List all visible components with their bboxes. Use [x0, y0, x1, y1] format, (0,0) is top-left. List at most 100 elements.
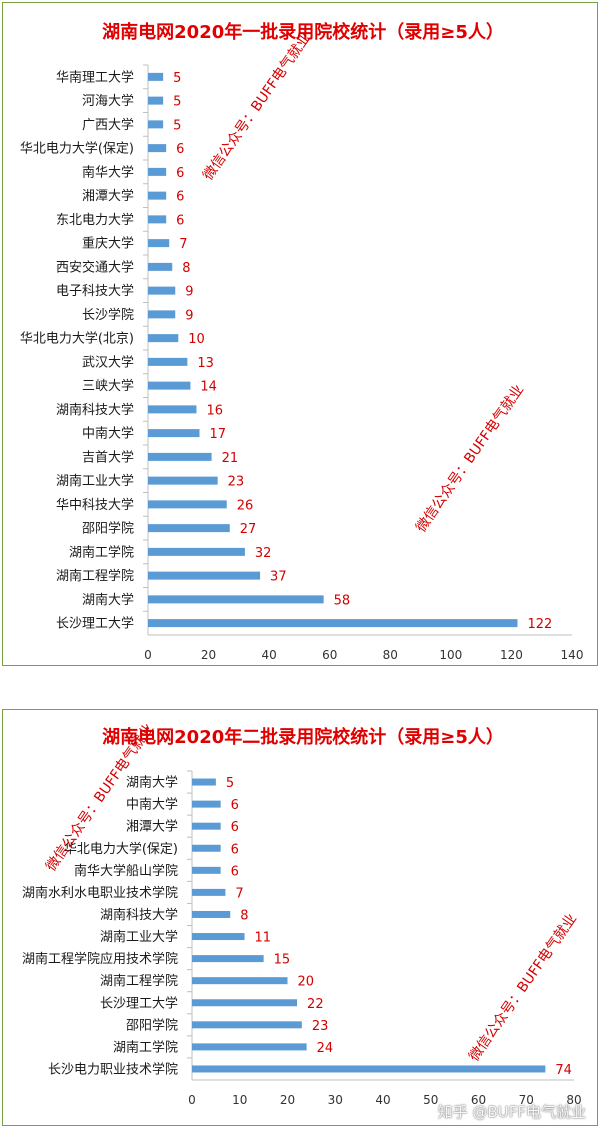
category-label: 华中科技大学: [56, 497, 134, 513]
bar: [148, 72, 164, 81]
category-label: 长沙理工大学: [100, 995, 178, 1011]
category-label: 武汉大学: [82, 354, 134, 370]
x-tick-label: 60: [322, 648, 337, 662]
watermark-text: 微信公众号：BUFF电气就业: [200, 30, 314, 183]
data-label: 6: [231, 798, 239, 813]
category-label: 湖南工学院: [69, 544, 134, 560]
category-label: 长沙学院: [82, 307, 134, 323]
data-label: 6: [231, 820, 239, 835]
data-label: 74: [555, 1063, 572, 1078]
x-tick-label: 30: [328, 1093, 343, 1107]
data-label: 17: [209, 427, 226, 442]
bar: [148, 144, 167, 153]
category-label: 华北电力大学(保定): [64, 841, 178, 857]
bar: [192, 1043, 307, 1051]
category-label: 西安交通大学: [56, 259, 134, 275]
category-label: 中南大学: [82, 426, 134, 442]
x-tick-label: 60: [471, 1093, 486, 1107]
bar: [192, 800, 221, 808]
x-tick-label: 120: [500, 648, 523, 662]
data-label: 16: [206, 403, 223, 418]
bar: [192, 866, 221, 874]
category-label: 三峡大学: [82, 378, 134, 394]
category-label: 邵阳学院: [126, 1017, 178, 1033]
x-tick-label: 0: [144, 648, 152, 662]
bar: [192, 888, 226, 896]
bar: [148, 595, 324, 604]
data-label: 21: [222, 451, 239, 466]
bar: [148, 524, 230, 533]
category-label: 南华大学船山学院: [74, 863, 178, 879]
category-label: 河海大学: [82, 93, 134, 109]
data-label: 14: [200, 380, 217, 395]
bar: [148, 215, 167, 224]
data-label: 23: [228, 475, 245, 490]
bar: [192, 999, 298, 1007]
data-label: 6: [176, 142, 184, 157]
data-label: 58: [334, 593, 351, 608]
bar: [148, 619, 518, 628]
bar: [148, 571, 261, 580]
bar: [148, 452, 212, 461]
data-label: 7: [179, 237, 187, 252]
data-label: 23: [312, 1019, 329, 1034]
x-tick-label: 100: [439, 648, 462, 662]
category-label: 湖南大学: [126, 775, 178, 791]
data-label: 20: [298, 975, 315, 990]
data-label: 5: [173, 118, 181, 133]
x-tick-label: 0: [188, 1093, 196, 1107]
data-label: 5: [173, 71, 181, 86]
data-label: 7: [235, 886, 243, 901]
chart-panel-batch-1: 湖南电网2020年一批录用院校统计（录用≥5人） 华南理工大学 5 河海大学 5 广西大学…: [2, 2, 598, 666]
x-tick-label: 80: [566, 1093, 581, 1107]
category-label: 广西大学: [82, 117, 134, 133]
x-tick-label: 140: [561, 648, 584, 662]
bar: [148, 500, 227, 509]
x-tick-label: 70: [519, 1093, 534, 1107]
data-label: 32: [255, 546, 272, 561]
data-label: 8: [182, 261, 190, 276]
category-label: 中南大学: [126, 797, 178, 813]
x-tick-label: 20: [201, 648, 216, 662]
watermark-text: 微信公众号：BUFF电气就业: [413, 382, 527, 535]
data-label: 9: [185, 285, 193, 300]
bar: [148, 96, 164, 105]
data-label: 13: [197, 356, 214, 371]
category-label: 湘潭大学: [82, 188, 134, 204]
category-label: 华北电力大学(北京): [20, 331, 134, 347]
category-label: 湖南工业大学: [56, 473, 134, 489]
bar: [148, 191, 167, 200]
bar: [148, 405, 197, 414]
bar: [148, 547, 245, 556]
bar: [148, 310, 176, 319]
category-label: 湖南科技大学: [56, 402, 134, 418]
category-label: 东北电力大学: [56, 212, 134, 228]
category-label: 湘潭大学: [126, 819, 178, 835]
bar: [192, 822, 221, 830]
data-label: 5: [173, 95, 181, 110]
x-tick-label: 80: [383, 648, 398, 662]
data-label: 6: [231, 842, 239, 857]
data-label: 6: [176, 190, 184, 205]
bar: [192, 933, 245, 941]
category-label: 湖南科技大学: [100, 907, 178, 923]
data-label: 9: [185, 308, 193, 323]
watermark-text: 微信公众号：BUFF电气就业: [466, 911, 580, 1064]
bar: [192, 844, 221, 852]
data-label: 37: [270, 570, 287, 585]
chart-panel-batch-2: 湖南电网2020年二批录用院校统计（录用≥5人） 湖南大学 5 中南大学 6 湘潭大学 6 华…: [2, 709, 598, 1126]
category-label: 邵阳学院: [82, 521, 134, 537]
chart-title: 湖南电网2020年一批录用院校统计（录用≥5人）: [102, 21, 504, 43]
bar: [148, 239, 170, 248]
data-label: 6: [176, 213, 184, 228]
footer-watermark: 知乎 @BUFF电气就业: [437, 1103, 586, 1121]
category-label: 华南理工大学: [56, 69, 134, 85]
bar: [148, 476, 218, 485]
chart-batch-1: 湖南电网2020年一批录用院校统计（录用≥5人） 华南理工大学 5 河海大学 5 广西大学…: [20, 21, 584, 662]
data-label: 27: [240, 522, 257, 537]
bar: [148, 286, 176, 295]
bar: [148, 167, 167, 176]
category-label: 重庆大学: [82, 236, 134, 252]
bar: [192, 1065, 546, 1073]
data-label: 24: [317, 1041, 334, 1056]
